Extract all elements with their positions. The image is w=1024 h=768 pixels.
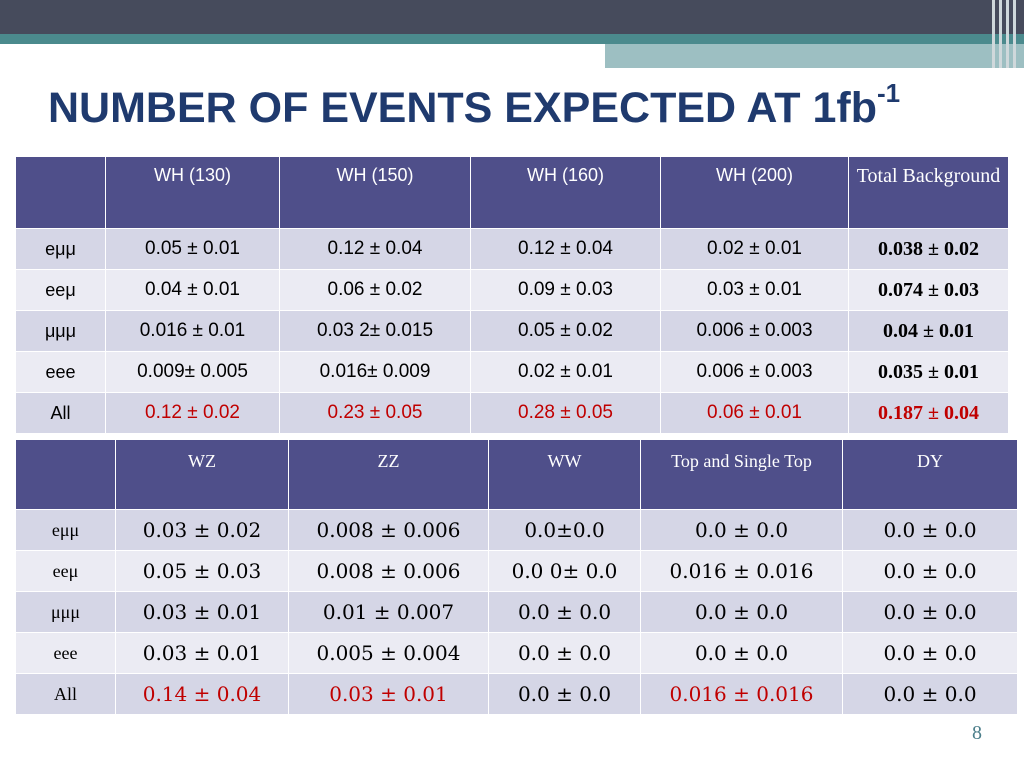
table-cell: 0.12 ± 0.02 xyxy=(105,392,280,434)
header-cell: WW xyxy=(488,439,641,510)
table-cell: 0.0 ± 0.0 xyxy=(842,550,1018,592)
header-cell: WH (130) xyxy=(105,156,280,229)
header-band-dark xyxy=(0,0,1024,34)
table-cell: 0.006 ± 0.003 xyxy=(660,310,849,352)
row-label: μμμ xyxy=(15,591,116,633)
table-cell: 0.0 ± 0.0 xyxy=(640,632,843,674)
header-cell: WH (150) xyxy=(279,156,471,229)
slide-title-superscript: -1 xyxy=(877,78,901,108)
table-row: eeμ 0.04 ± 0.01 0.06 ± 0.02 0.09 ± 0.03 … xyxy=(15,269,1009,311)
row-label: eμμ xyxy=(15,509,116,551)
table-row: eee 0.03 ± 0.01 0.005 ± 0.004 0.0 ± 0.0 … xyxy=(15,632,1018,674)
table-cell: 0.14 ± 0.04 xyxy=(115,673,289,715)
table-cell: 0.0±0.0 xyxy=(488,509,641,551)
table-cell: 0.12 ± 0.04 xyxy=(470,228,661,270)
table-cell: 0.0 0± 0.0 xyxy=(488,550,641,592)
table-cell: 0.04 ± 0.01 xyxy=(105,269,280,311)
slide-title: NUMBER OF EVENTS EXPECTED AT 1fb-1 xyxy=(48,78,900,133)
header-cell: DY xyxy=(842,439,1018,510)
slide-title-text: NUMBER OF EVENTS EXPECTED AT 1fb xyxy=(48,84,878,132)
table-cell: 0.074 ± 0.03 xyxy=(848,269,1009,311)
table-cell: 0.0 ± 0.0 xyxy=(842,591,1018,633)
table-cell: 0.01 ± 0.007 xyxy=(288,591,489,633)
table-cell: 0.03 ± 0.01 xyxy=(115,591,289,633)
row-label: eeμ xyxy=(15,550,116,592)
table-cell: 0.0 ± 0.0 xyxy=(640,591,843,633)
header-cell xyxy=(15,156,106,229)
signal-events-table: WH (130) WH (150) WH (160) WH (200) Tota… xyxy=(15,156,1009,434)
header-band-light xyxy=(605,44,1024,68)
table-cell: 0.03 ± 0.02 xyxy=(115,509,289,551)
row-label: eμμ xyxy=(15,228,106,270)
page-number: 8 xyxy=(972,722,982,744)
table-header-row: WZ ZZ WW Top and Single Top DY xyxy=(15,439,1018,510)
table-cell: 0.03 ± 0.01 xyxy=(115,632,289,674)
table-cell: 0.06 ± 0.02 xyxy=(279,269,471,311)
table-row: eμμ 0.03 ± 0.02 0.008 ± 0.006 0.0±0.0 0.… xyxy=(15,509,1018,551)
table-cell: 0.05 ± 0.02 xyxy=(470,310,661,352)
table-header-row: WH (130) WH (150) WH (160) WH (200) Tota… xyxy=(15,156,1009,229)
table-row: μμμ 0.03 ± 0.01 0.01 ± 0.007 0.0 ± 0.0 0… xyxy=(15,591,1018,633)
table-cell: 0.03 2± 0.015 xyxy=(279,310,471,352)
header-cell: Top and Single Top xyxy=(640,439,843,510)
table-cell: 0.0 ± 0.0 xyxy=(488,673,641,715)
header-cell xyxy=(15,439,116,510)
table-cell: 0.03 ± 0.01 xyxy=(660,269,849,311)
row-label: eee xyxy=(15,351,106,393)
table-cell: 0.187 ± 0.04 xyxy=(848,392,1009,434)
table-cell: 0.016± 0.009 xyxy=(279,351,471,393)
header-cell: WH (200) xyxy=(660,156,849,229)
table-cell: 0.038 ± 0.02 xyxy=(848,228,1009,270)
table-cell: 0.009± 0.005 xyxy=(105,351,280,393)
table-row: μμμ 0.016 ± 0.01 0.03 2± 0.015 0.05 ± 0.… xyxy=(15,310,1009,352)
table-cell: 0.016 ± 0.016 xyxy=(640,550,843,592)
table-cell: 0.0 ± 0.0 xyxy=(488,591,641,633)
table-cell: 0.23 ± 0.05 xyxy=(279,392,471,434)
table-cell: 0.05 ± 0.01 xyxy=(105,228,280,270)
row-label: eeμ xyxy=(15,269,106,311)
table-row: eee 0.009± 0.005 0.016± 0.009 0.02 ± 0.0… xyxy=(15,351,1009,393)
header-band-teal xyxy=(0,34,1024,44)
row-label: eee xyxy=(15,632,116,674)
header-cell: WH (160) xyxy=(470,156,661,229)
table-row-total: All 0.12 ± 0.02 0.23 ± 0.05 0.28 ± 0.05 … xyxy=(15,392,1009,434)
table-row: eμμ 0.05 ± 0.01 0.12 ± 0.04 0.12 ± 0.04 … xyxy=(15,228,1009,270)
table-cell: 0.0 ± 0.0 xyxy=(842,509,1018,551)
table-cell: 0.05 ± 0.03 xyxy=(115,550,289,592)
table-cell: 0.0 ± 0.0 xyxy=(488,632,641,674)
table-cell: 0.008 ± 0.006 xyxy=(288,509,489,551)
table-cell: 0.005 ± 0.004 xyxy=(288,632,489,674)
table-cell: 0.03 ± 0.01 xyxy=(288,673,489,715)
table-cell: 0.0 ± 0.0 xyxy=(640,509,843,551)
table-cell: 0.02 ± 0.01 xyxy=(660,228,849,270)
table-cell: 0.016 ± 0.016 xyxy=(640,673,843,715)
row-label: All xyxy=(15,392,106,434)
row-label: All xyxy=(15,673,116,715)
table-cell: 0.008 ± 0.006 xyxy=(288,550,489,592)
table-cell: 0.28 ± 0.05 xyxy=(470,392,661,434)
table-row: eeμ 0.05 ± 0.03 0.008 ± 0.006 0.0 0± 0.0… xyxy=(15,550,1018,592)
table-row-total: All 0.14 ± 0.04 0.03 ± 0.01 0.0 ± 0.0 0.… xyxy=(15,673,1018,715)
row-label: μμμ xyxy=(15,310,106,352)
header-stripes xyxy=(988,0,1024,68)
table-cell: 0.04 ± 0.01 xyxy=(848,310,1009,352)
table-cell: 0.0 ± 0.0 xyxy=(842,632,1018,674)
background-events-table: WZ ZZ WW Top and Single Top DY eμμ 0.03 … xyxy=(15,439,1018,715)
table-cell: 0.006 ± 0.003 xyxy=(660,351,849,393)
header-cell: Total Background xyxy=(848,156,1009,229)
table-cell: 0.016 ± 0.01 xyxy=(105,310,280,352)
header-cell: ZZ xyxy=(288,439,489,510)
table-cell: 0.02 ± 0.01 xyxy=(470,351,661,393)
table-cell: 0.0 ± 0.0 xyxy=(842,673,1018,715)
table-cell: 0.09 ± 0.03 xyxy=(470,269,661,311)
table-cell: 0.12 ± 0.04 xyxy=(279,228,471,270)
header-cell: WZ xyxy=(115,439,289,510)
table-cell: 0.06 ± 0.01 xyxy=(660,392,849,434)
table-cell: 0.035 ± 0.01 xyxy=(848,351,1009,393)
